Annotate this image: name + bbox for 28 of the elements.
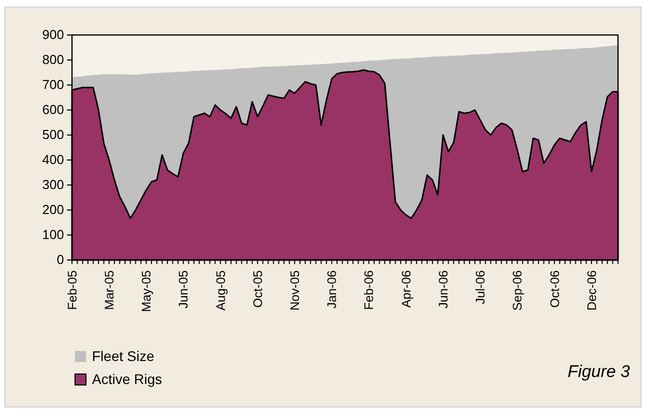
- legend-label: Active Rigs: [92, 371, 162, 387]
- y-tick-label: 100: [42, 227, 64, 242]
- x-tick-label: Jun-05: [176, 270, 191, 308]
- x-tick-label: Sep-06: [510, 270, 525, 311]
- x-tick-label: Aug-05: [214, 270, 228, 311]
- caption: Figure 3: [568, 362, 631, 381]
- y-tick-label: 700: [42, 77, 64, 92]
- y-tick-label: 200: [42, 202, 64, 218]
- y-tick-label: 400: [42, 152, 64, 168]
- y-tick-label: 0: [56, 252, 64, 268]
- x-tick-label: Apr-06: [399, 270, 414, 308]
- x-tick-label: Feb-05: [65, 270, 80, 310]
- x-tick-label: Jul-06: [474, 270, 488, 304]
- y-tick-label: 600: [42, 102, 64, 118]
- y-tick-label: 500: [42, 127, 64, 142]
- x-tick-label: May-05: [140, 270, 154, 312]
- x-tick-label: Dec-06: [584, 270, 599, 311]
- x-tick-label: Mar-05: [102, 270, 116, 310]
- x-tick-label: Jun-06: [436, 270, 450, 308]
- x-tick-label: Feb-06: [362, 270, 376, 310]
- y-tick-label: 900: [42, 27, 64, 42]
- legend-label: Fleet Size: [92, 348, 154, 364]
- x-tick-label: Nov-05: [288, 270, 302, 311]
- y-tick-label: 300: [42, 177, 64, 192]
- x-tick-label: Oct-06: [548, 270, 562, 308]
- x-tick-label: Jan-06: [325, 270, 340, 308]
- x-tick-label: Oct-05: [250, 270, 265, 308]
- y-tick-label: 800: [42, 52, 64, 68]
